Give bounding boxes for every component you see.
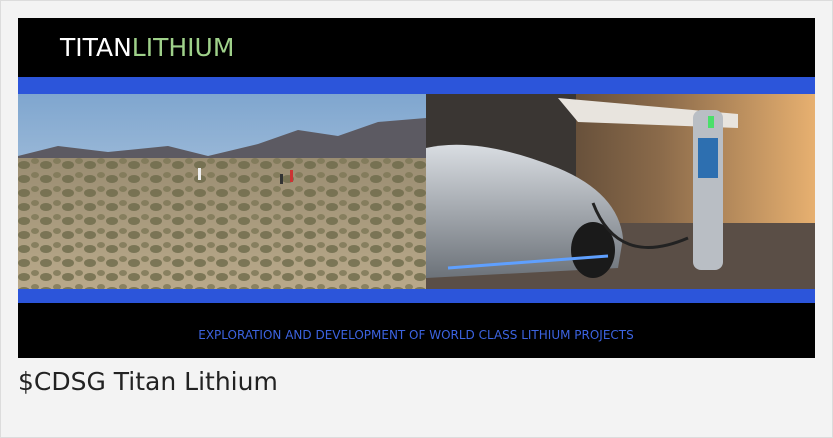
brand-logo: TITANLITHIUM [59, 33, 234, 62]
link-title[interactable]: $CDSG Titan Lithium [18, 367, 278, 396]
blue-stripe [18, 289, 815, 303]
desert-photo [18, 94, 426, 289]
banner-image: TITANLITHIUM EXPLORATION AND D [18, 18, 815, 358]
brand-primary: TITAN [59, 33, 132, 62]
car-photo [426, 94, 815, 289]
tagline: EXPLORATION AND DEVELOPMENT OF WORLD CLA… [198, 328, 634, 342]
preview-card[interactable]: TITANLITHIUM EXPLORATION AND D [0, 0, 833, 438]
blue-stripe [18, 77, 815, 94]
brand-secondary: LITHIUM [132, 33, 235, 62]
